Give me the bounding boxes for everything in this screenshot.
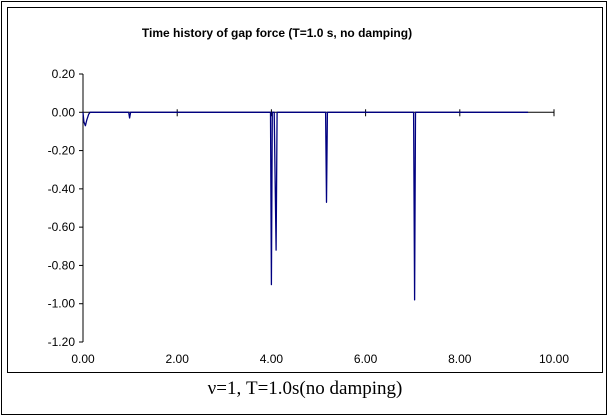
chart-area (7, 7, 603, 373)
y-tick-label: -1.00 (48, 297, 76, 311)
y-tick-label: -0.20 (48, 144, 76, 158)
x-tick-label: 8.00 (448, 352, 472, 366)
y-tick-label: -0.40 (48, 182, 76, 196)
x-tick-label: 4.00 (260, 352, 284, 366)
y-tick-label: -0.60 (48, 220, 76, 234)
y-tick-label: 0.00 (52, 105, 76, 119)
x-tick-label: 2.00 (166, 352, 190, 366)
y-tick-label: 0.20 (52, 67, 76, 81)
series-group (82, 111, 529, 301)
x-tick-label: 0.00 (71, 352, 95, 366)
figure-caption: ν=1, T=1.0s(no damping) (207, 378, 403, 399)
y-tick-label: -1.20 (48, 335, 76, 349)
chart-title: Time history of gap force (T=1.0 s, no d… (141, 26, 413, 40)
series-line (82, 111, 529, 301)
axes: 0.20 0.00 -0.20 -0.40 -0.60 -0.80 -1.00 -1.20 0.… (48, 67, 570, 366)
x-tick-label: 6.00 (354, 352, 378, 366)
y-tick-label: -0.80 (48, 258, 76, 272)
x-tick-label: 10.00 (539, 352, 569, 366)
